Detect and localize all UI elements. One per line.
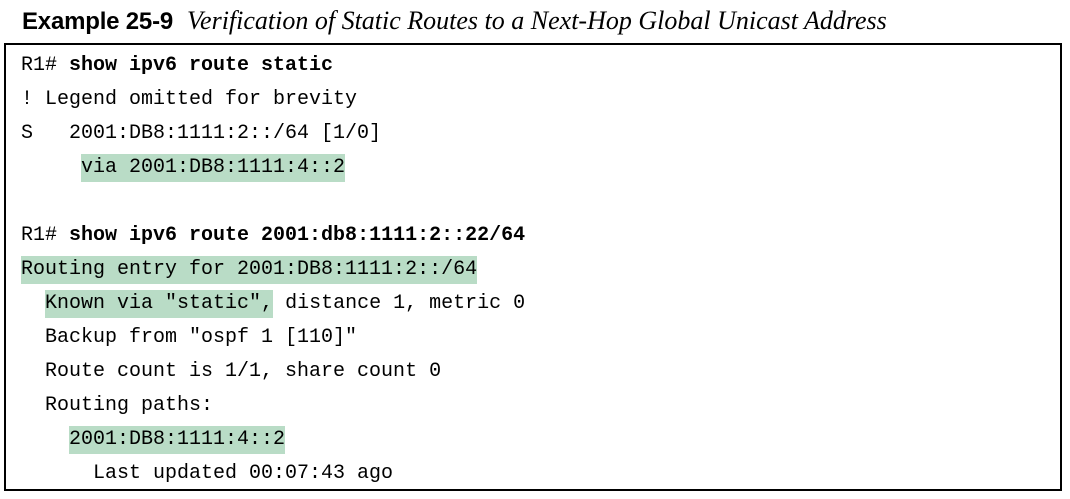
output-line-route: S 2001:DB8:1111:2::/64 [1/0] — [21, 122, 382, 145]
output-line-route-count: Route count is 1/1, share count 0 — [21, 360, 442, 383]
example-number: Example 25-9 — [22, 8, 174, 35]
cli-output-box: R1# show ipv6 route static ! Legend omit… — [4, 43, 1062, 491]
indent — [21, 428, 69, 451]
cli-prompt: R1# — [21, 224, 70, 247]
example-caption: Example 25-9 Verification of Static Route… — [22, 3, 887, 39]
cli-prompt: R1# — [21, 54, 70, 77]
indent — [21, 156, 81, 179]
command-line-2: R1# show ipv6 route 2001:db8:1111:2::22/… — [21, 219, 525, 253]
cli-command: show ipv6 route static — [69, 54, 334, 77]
output-line-last-updated: Last updated 00:07:43 ago — [21, 462, 394, 485]
output-line-path-address: 2001:DB8:1111:4::2 — [21, 423, 286, 457]
highlighted-known-via: Known via "static", — [45, 290, 274, 318]
output-line-legend: ! Legend omitted for brevity — [21, 88, 358, 111]
cli-command: show ipv6 route 2001:db8:1111:2::22/64 — [69, 224, 526, 247]
output-line-next-hop: via 2001:DB8:1111:4::2 — [21, 151, 346, 185]
indent — [21, 292, 45, 315]
output-line-known-via: Known via "static", distance 1, metric 0 — [21, 287, 525, 321]
example-title: Verification of Static Routes to a Next-… — [187, 6, 887, 35]
distance-metric-text: distance 1, metric 0 — [273, 292, 526, 315]
output-line-backup: Backup from "ospf 1 [110]" — [21, 326, 358, 349]
highlighted-next-hop: via 2001:DB8:1111:4::2 — [81, 154, 346, 182]
output-line-routing-entry: Routing entry for 2001:DB8:1111:2::/64 — [21, 253, 478, 287]
highlighted-path-address: 2001:DB8:1111:4::2 — [69, 426, 286, 454]
output-line-routing-paths: Routing paths: — [21, 394, 214, 417]
highlighted-routing-entry: Routing entry for 2001:DB8:1111:2::/64 — [21, 256, 478, 284]
command-line-1: R1# show ipv6 route static — [21, 49, 333, 83]
